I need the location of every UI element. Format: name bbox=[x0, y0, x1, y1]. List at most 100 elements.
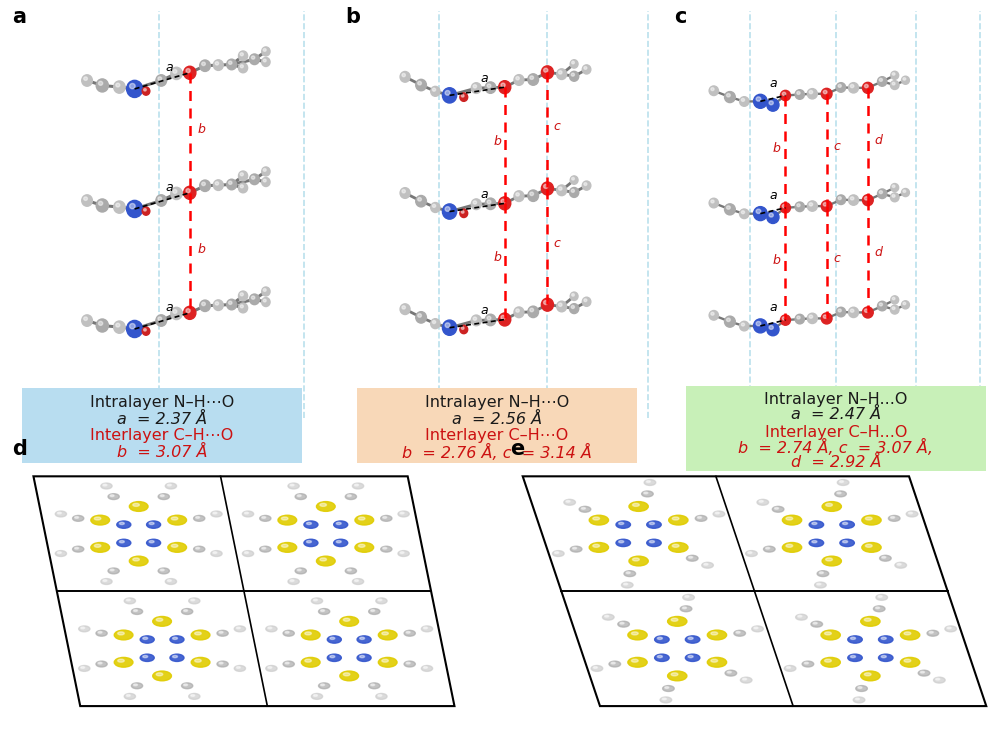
Text: a: a bbox=[165, 301, 173, 314]
Ellipse shape bbox=[165, 483, 176, 489]
Ellipse shape bbox=[144, 328, 146, 331]
Ellipse shape bbox=[368, 609, 380, 615]
Ellipse shape bbox=[543, 184, 548, 189]
Ellipse shape bbox=[242, 511, 254, 517]
Text: d  = 2.92 Å: d = 2.92 Å bbox=[791, 455, 881, 471]
Ellipse shape bbox=[400, 72, 410, 82]
Ellipse shape bbox=[81, 195, 93, 206]
Ellipse shape bbox=[686, 555, 698, 561]
Text: a: a bbox=[770, 301, 778, 314]
Ellipse shape bbox=[184, 684, 187, 686]
Ellipse shape bbox=[616, 521, 631, 528]
Ellipse shape bbox=[821, 313, 832, 324]
Ellipse shape bbox=[609, 661, 621, 667]
Ellipse shape bbox=[460, 325, 468, 333]
Ellipse shape bbox=[611, 662, 616, 664]
Ellipse shape bbox=[773, 507, 784, 513]
Ellipse shape bbox=[193, 515, 205, 521]
Ellipse shape bbox=[184, 307, 196, 319]
Ellipse shape bbox=[400, 512, 404, 514]
Text: a  = 2.37 Å: a = 2.37 Å bbox=[117, 412, 207, 427]
Ellipse shape bbox=[160, 569, 164, 571]
Ellipse shape bbox=[862, 515, 881, 525]
Ellipse shape bbox=[211, 551, 222, 557]
Ellipse shape bbox=[592, 665, 603, 671]
Text: a: a bbox=[165, 181, 173, 194]
Ellipse shape bbox=[433, 321, 436, 324]
Ellipse shape bbox=[579, 507, 591, 513]
Text: b: b bbox=[197, 123, 205, 136]
Ellipse shape bbox=[890, 305, 899, 314]
Ellipse shape bbox=[110, 495, 114, 497]
Ellipse shape bbox=[890, 184, 898, 192]
Ellipse shape bbox=[528, 306, 538, 318]
Ellipse shape bbox=[936, 678, 940, 680]
Ellipse shape bbox=[249, 294, 260, 304]
Ellipse shape bbox=[108, 494, 120, 500]
Ellipse shape bbox=[382, 659, 388, 662]
Ellipse shape bbox=[566, 501, 570, 502]
Ellipse shape bbox=[685, 595, 689, 598]
Ellipse shape bbox=[571, 294, 574, 296]
Ellipse shape bbox=[918, 670, 930, 676]
Ellipse shape bbox=[757, 322, 761, 326]
Ellipse shape bbox=[499, 313, 511, 326]
Ellipse shape bbox=[797, 316, 800, 319]
Ellipse shape bbox=[130, 324, 135, 329]
Ellipse shape bbox=[501, 316, 505, 319]
Ellipse shape bbox=[285, 631, 289, 633]
Ellipse shape bbox=[130, 501, 148, 511]
Ellipse shape bbox=[668, 616, 687, 626]
Ellipse shape bbox=[171, 517, 178, 520]
Ellipse shape bbox=[711, 659, 717, 662]
Ellipse shape bbox=[840, 521, 854, 528]
Ellipse shape bbox=[843, 541, 848, 543]
Ellipse shape bbox=[327, 654, 341, 662]
Ellipse shape bbox=[633, 558, 639, 561]
Ellipse shape bbox=[556, 69, 566, 80]
Ellipse shape bbox=[305, 632, 312, 635]
Ellipse shape bbox=[487, 84, 491, 87]
Ellipse shape bbox=[127, 695, 130, 696]
Ellipse shape bbox=[864, 673, 871, 676]
Ellipse shape bbox=[143, 637, 148, 639]
Ellipse shape bbox=[55, 511, 66, 517]
Ellipse shape bbox=[753, 319, 768, 333]
Ellipse shape bbox=[460, 209, 468, 218]
Ellipse shape bbox=[644, 492, 648, 494]
Ellipse shape bbox=[371, 684, 374, 686]
Ellipse shape bbox=[668, 671, 687, 681]
Ellipse shape bbox=[671, 618, 678, 621]
Ellipse shape bbox=[838, 197, 841, 200]
Ellipse shape bbox=[629, 501, 648, 511]
Ellipse shape bbox=[142, 207, 150, 216]
Text: a: a bbox=[480, 304, 488, 317]
Ellipse shape bbox=[876, 595, 887, 601]
Ellipse shape bbox=[215, 302, 218, 305]
Ellipse shape bbox=[928, 630, 939, 636]
Ellipse shape bbox=[817, 571, 829, 577]
Ellipse shape bbox=[725, 670, 736, 676]
Ellipse shape bbox=[809, 521, 824, 528]
Ellipse shape bbox=[711, 88, 714, 91]
Ellipse shape bbox=[669, 515, 688, 525]
Ellipse shape bbox=[570, 60, 578, 68]
Ellipse shape bbox=[826, 504, 832, 507]
Ellipse shape bbox=[605, 615, 609, 617]
Ellipse shape bbox=[445, 90, 450, 95]
Ellipse shape bbox=[823, 203, 827, 206]
Ellipse shape bbox=[382, 632, 388, 635]
Ellipse shape bbox=[142, 87, 150, 95]
Ellipse shape bbox=[865, 545, 872, 548]
Ellipse shape bbox=[422, 665, 433, 671]
Ellipse shape bbox=[238, 291, 247, 301]
Ellipse shape bbox=[354, 484, 358, 486]
Ellipse shape bbox=[297, 495, 301, 497]
Ellipse shape bbox=[822, 557, 841, 566]
Ellipse shape bbox=[879, 78, 882, 81]
Ellipse shape bbox=[354, 580, 358, 581]
Ellipse shape bbox=[892, 298, 895, 300]
Ellipse shape bbox=[184, 66, 196, 79]
Ellipse shape bbox=[378, 599, 382, 601]
Ellipse shape bbox=[120, 541, 125, 543]
